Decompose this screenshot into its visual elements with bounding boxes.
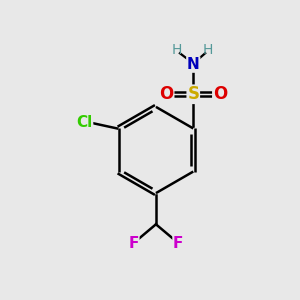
Text: H: H [172, 43, 182, 57]
Text: F: F [128, 236, 139, 251]
Text: O: O [159, 85, 174, 103]
Text: H: H [203, 43, 213, 57]
Text: S: S [187, 85, 199, 103]
Text: O: O [213, 85, 227, 103]
Text: Cl: Cl [76, 115, 93, 130]
Text: N: N [187, 57, 200, 72]
Text: F: F [173, 236, 183, 251]
